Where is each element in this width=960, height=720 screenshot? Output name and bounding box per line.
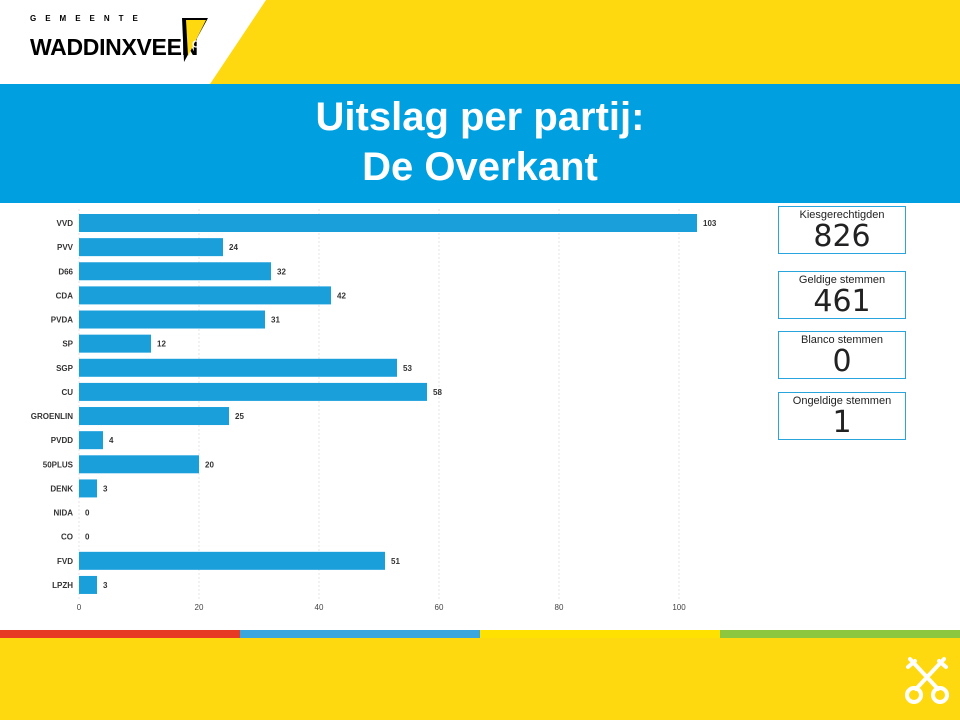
category-label: CU: [61, 388, 73, 397]
category-label: PVDA: [51, 316, 73, 325]
card-geldige-stemmen: Geldige stemmen 461: [778, 271, 906, 319]
data-label: 103: [703, 219, 717, 228]
bar-groenlin: [79, 407, 229, 426]
card-value: 461: [813, 284, 871, 319]
category-label: PVV: [57, 243, 74, 252]
category-label: SP: [62, 340, 73, 349]
bar-50plus: [79, 455, 199, 474]
data-label: 32: [277, 267, 286, 276]
category-label: DENK: [50, 484, 73, 493]
page-title-line1: Uitslag per partij:: [315, 95, 645, 139]
data-label: 25: [235, 412, 244, 421]
logo-shield-icon: [182, 18, 208, 62]
stripe-red: [0, 630, 240, 638]
category-label: NIDA: [53, 509, 73, 518]
data-label: 42: [337, 291, 346, 300]
bar-fvd: [79, 551, 385, 570]
data-label: 53: [403, 364, 412, 373]
header-yellow-background: [0, 0, 960, 84]
card-label: Kiesgerechtigden: [799, 209, 885, 221]
data-label: 0: [85, 533, 90, 542]
bar-pvv: [79, 238, 223, 257]
x-tick-label: 0: [77, 603, 82, 612]
color-stripes: [0, 630, 960, 638]
category-label: D66: [58, 267, 73, 276]
data-label: 20: [205, 460, 214, 469]
category-label: CO: [61, 533, 73, 542]
bar-denk: [79, 479, 97, 498]
stripe-yellow: [480, 630, 720, 638]
bar-d66: [79, 262, 271, 281]
bar-pvdd: [79, 431, 103, 450]
bar-sgp: [79, 358, 397, 377]
data-label: 24: [229, 243, 238, 252]
category-label: 50PLUS: [43, 460, 74, 469]
x-tick-label: 80: [555, 603, 564, 612]
data-label: 0: [85, 509, 90, 518]
card-ongeldige-stemmen: Ongeldige stemmen 1: [778, 392, 906, 440]
bar-sp: [79, 334, 151, 353]
logo-name: WADDINXVEEN: [30, 34, 198, 60]
bar-pvda: [79, 310, 265, 329]
data-label: 3: [103, 581, 108, 590]
footer-yellow-background: [0, 638, 960, 720]
data-label: 3: [103, 484, 108, 493]
card-value: 826: [813, 219, 871, 254]
category-label: GROENLIN: [31, 412, 73, 421]
card-label: Blanco stemmen: [801, 334, 883, 346]
category-label: FVD: [57, 557, 73, 566]
data-label: 4: [109, 436, 114, 445]
category-label: SGP: [56, 364, 74, 373]
card-value: 0: [832, 344, 852, 379]
bar-cu: [79, 382, 427, 401]
x-tick-label: 100: [672, 603, 686, 612]
data-label: 12: [157, 340, 166, 349]
card-value: 1: [832, 405, 852, 440]
x-tick-label: 20: [195, 603, 204, 612]
category-label: VVD: [57, 219, 74, 228]
card-kiesgerechtigden: Kiesgerechtigden 826: [778, 206, 906, 254]
card-label: Ongeldige stemmen: [792, 395, 892, 407]
page-title-line2: De Overkant: [362, 145, 598, 189]
bar-lpzh: [79, 575, 97, 594]
category-label: LPZH: [52, 581, 73, 590]
data-label: 58: [433, 388, 442, 397]
category-label: PVDD: [51, 436, 73, 445]
data-label: 51: [391, 557, 400, 566]
bar-vvd: [79, 214, 697, 232]
x-tick-label: 60: [435, 603, 444, 612]
logo-top-text: GEMEENTE: [30, 14, 147, 23]
category-label: CDA: [56, 291, 74, 300]
title-banner: Uitslag per partij: De Overkant: [0, 84, 960, 203]
x-tick-label: 40: [315, 603, 324, 612]
bar-cda: [79, 286, 331, 305]
stripe-blue: [240, 630, 480, 638]
stripe-green: [720, 630, 960, 638]
card-blanco-stemmen: Blanco stemmen 0: [778, 331, 906, 379]
crossed-keys-icon: [905, 657, 949, 704]
data-label: 31: [271, 316, 280, 325]
card-label: Geldige stemmen: [798, 274, 886, 286]
